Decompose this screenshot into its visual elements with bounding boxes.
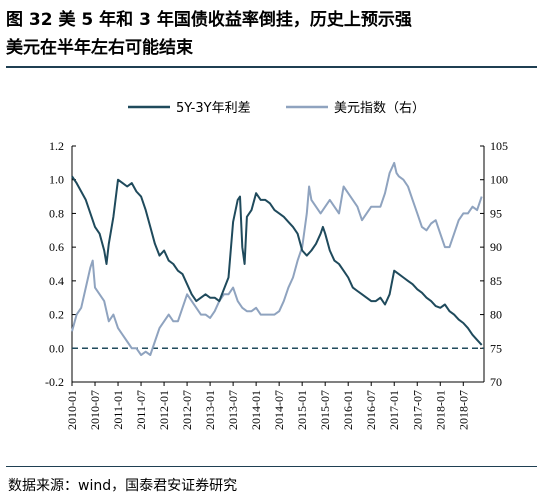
title-divider bbox=[6, 66, 537, 68]
left-y-tick-label: 0.6 bbox=[49, 240, 64, 254]
x-tick-label: 2014-07 bbox=[272, 390, 286, 430]
x-tick-label: 2012-07 bbox=[180, 390, 194, 430]
chart-title-line-1: 图 32 美 5 年和 3 年国债收益率倒挂，历史上预示强 bbox=[6, 10, 412, 30]
x-tick-label: 2018-07 bbox=[456, 390, 470, 430]
x-tick-label: 2015-07 bbox=[318, 390, 332, 430]
right-y-tick-label: 90 bbox=[490, 240, 502, 254]
x-tick-label: 2017-01 bbox=[387, 390, 401, 430]
left-y-tick-label: 1.0 bbox=[49, 173, 64, 187]
x-tick-label: 2013-07 bbox=[226, 390, 240, 430]
x-tick-label: 2016-07 bbox=[364, 390, 378, 430]
right-y-tick-label: 80 bbox=[490, 308, 502, 322]
right-y-tick-label: 75 bbox=[490, 341, 502, 355]
x-tick-label: 2012-01 bbox=[157, 390, 171, 430]
data-source: 数据来源：wind，国泰君安证券研究 bbox=[8, 478, 238, 494]
series-line-spread bbox=[71, 175, 483, 346]
right-y-axis-labels: 70 75 80 85 90 95 100 105 bbox=[490, 139, 508, 389]
chart-title: 图 32 美 5 年和 3 年国债收益率倒挂，历史上预示强 美元在半年左右可能结… bbox=[6, 6, 538, 62]
left-y-axis-labels: -0.2 0.0 0.2 0.4 0.6 0.8 1.0 1.2 bbox=[45, 139, 64, 389]
right-y-tick-label: 105 bbox=[490, 139, 508, 153]
x-tick-label: 2011-01 bbox=[111, 390, 125, 430]
right-y-tick-label: 100 bbox=[490, 173, 508, 187]
left-y-tick-label: 0.8 bbox=[49, 206, 64, 220]
x-tick-label: 2011-07 bbox=[134, 390, 148, 430]
left-y-tick-label: 0.4 bbox=[49, 274, 64, 288]
x-axis-labels: 2010-01 2010-07 2011-01 2011-07 2012-01 2012-… bbox=[65, 390, 470, 430]
left-y-tick-label: -0.2 bbox=[45, 375, 64, 389]
x-tick-label: 2018-01 bbox=[433, 390, 447, 430]
chart-title-line-2: 美元在半年左右可能结束 bbox=[6, 38, 193, 58]
left-y-tick-label: 0.2 bbox=[49, 308, 64, 322]
left-y-tick-label: 0.0 bbox=[49, 341, 64, 355]
x-tick-label: 2010-07 bbox=[88, 390, 102, 430]
chart-legend: 5Y-3Y年利差 美元指数（右） bbox=[128, 101, 425, 116]
x-tick-label: 2010-01 bbox=[65, 390, 79, 430]
right-y-tick-label: 85 bbox=[490, 274, 502, 288]
right-y-tick-label: 70 bbox=[490, 375, 502, 389]
left-y-tick-label: 1.2 bbox=[49, 139, 64, 153]
x-tick-label: 2015-01 bbox=[295, 390, 309, 430]
line-chart: -0.2 0.0 0.2 0.4 0.6 0.8 1.0 1.2 70 75 80 85 90 95 10… bbox=[45, 101, 508, 430]
source-divider bbox=[6, 466, 537, 467]
x-tick-label: 2016-01 bbox=[341, 390, 355, 430]
x-tick-label: 2013-01 bbox=[203, 390, 217, 430]
chart-axes bbox=[71, 145, 485, 386]
series-lines bbox=[71, 161, 483, 356]
x-tick-label: 2017-07 bbox=[410, 390, 424, 430]
legend-item-spread-label: 5Y-3Y年利差 bbox=[176, 101, 251, 116]
x-tick-label: 2014-01 bbox=[249, 390, 263, 430]
right-y-tick-label: 95 bbox=[490, 206, 502, 220]
legend-item-dollar-index-label: 美元指数（右） bbox=[334, 101, 425, 116]
series-line-dollar-index bbox=[71, 161, 483, 356]
